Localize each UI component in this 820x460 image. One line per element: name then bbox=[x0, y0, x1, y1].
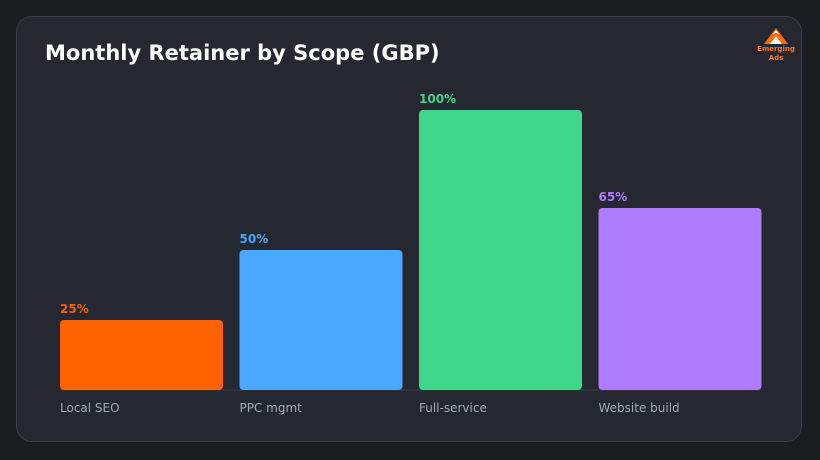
bar-website-build bbox=[598, 208, 762, 390]
x-tick-label: PPC mgmt bbox=[240, 401, 303, 415]
x-tick-label: Full-service bbox=[419, 401, 487, 415]
brand-name-line1: Emerging bbox=[757, 45, 795, 53]
x-tick-label: Website build bbox=[599, 401, 680, 415]
bar-full-service bbox=[419, 110, 582, 390]
bar-value-label: 50% bbox=[240, 232, 269, 246]
brand-logo: Emerging Ads bbox=[753, 27, 799, 63]
brand-name-line2: Ads bbox=[768, 54, 784, 62]
bar-value-label: 100% bbox=[419, 92, 456, 106]
bar-local-seo bbox=[60, 320, 223, 390]
bar-ppc-mgmt bbox=[239, 250, 403, 390]
chart-title: Monthly Retainer by Scope (GBP) bbox=[45, 41, 440, 65]
bar-value-label: 65% bbox=[599, 190, 628, 204]
bar-value-label: 25% bbox=[60, 302, 89, 316]
x-tick-label: Local SEO bbox=[60, 401, 120, 415]
mountain-logo-icon bbox=[764, 28, 788, 44]
